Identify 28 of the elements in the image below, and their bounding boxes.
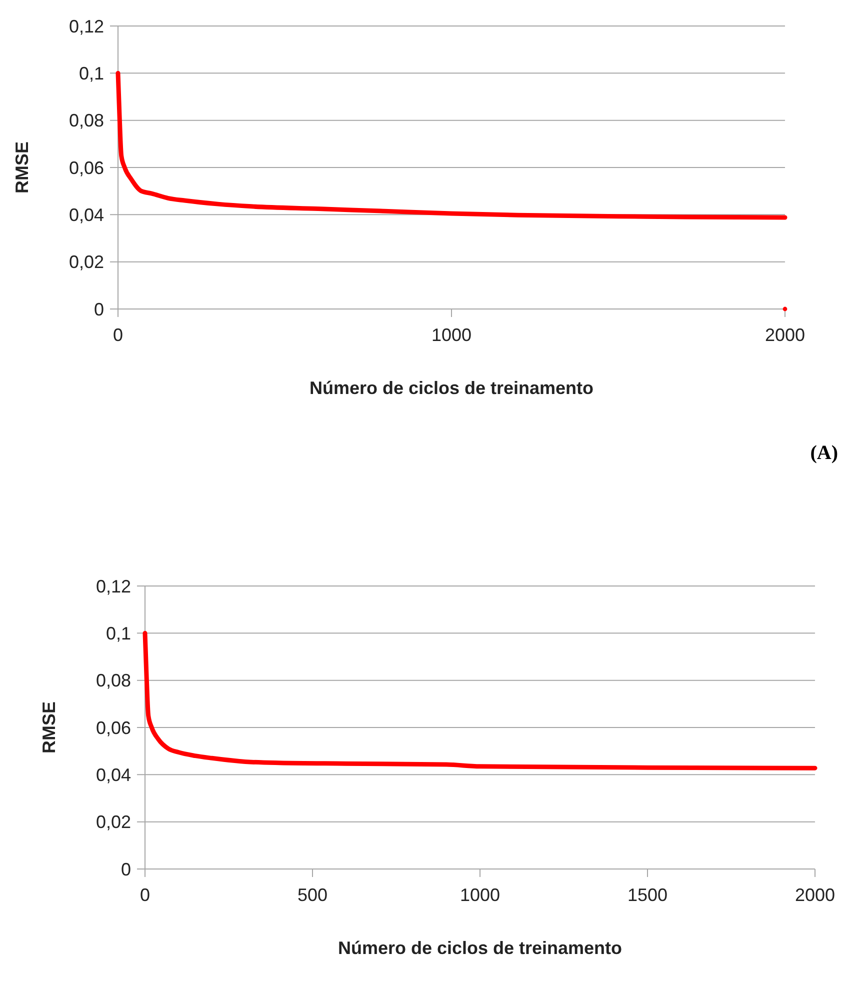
y-tick-label: 0,08 [96, 670, 131, 691]
y-tick-label: 0,1 [78, 63, 104, 84]
y-axis-title: RMSE [39, 701, 59, 754]
y-tick-label: 0,12 [68, 16, 104, 36]
y-tick-label: 0,08 [68, 110, 104, 131]
y-tick-label: 0,02 [68, 252, 104, 272]
x-tick-label: 500 [297, 885, 328, 905]
x-tick-label: 1000 [460, 885, 500, 905]
text: (A) [810, 442, 838, 464]
y-tick-label: 0,12 [96, 576, 131, 596]
x-tick-label: 0 [140, 885, 150, 905]
x-axis-title: Número de ciclos de treinamento [338, 938, 622, 958]
line-series [142, 630, 818, 770]
x-tick-label: 2000 [764, 325, 806, 345]
y-tick-label: 0,02 [96, 812, 131, 832]
y-tick-label: 0,06 [68, 158, 104, 178]
x-tick-label: 2000 [794, 885, 836, 905]
y-tick-label: 0,04 [68, 204, 104, 225]
y-tick-label: 0,06 [96, 718, 131, 738]
line-series [116, 70, 788, 220]
y-tick-label: 0,04 [96, 764, 131, 785]
x-tick-label: 1000 [431, 325, 472, 345]
y-tick-label: 0 [120, 859, 131, 880]
y-tick-label: 0,1 [106, 623, 131, 644]
x-tick-label: 1500 [627, 885, 668, 905]
x-axis-title: Número de ciclos de treinamento [309, 378, 594, 398]
y-axis-title: RMSE [12, 141, 32, 194]
y-tick-label: 0 [94, 299, 104, 320]
